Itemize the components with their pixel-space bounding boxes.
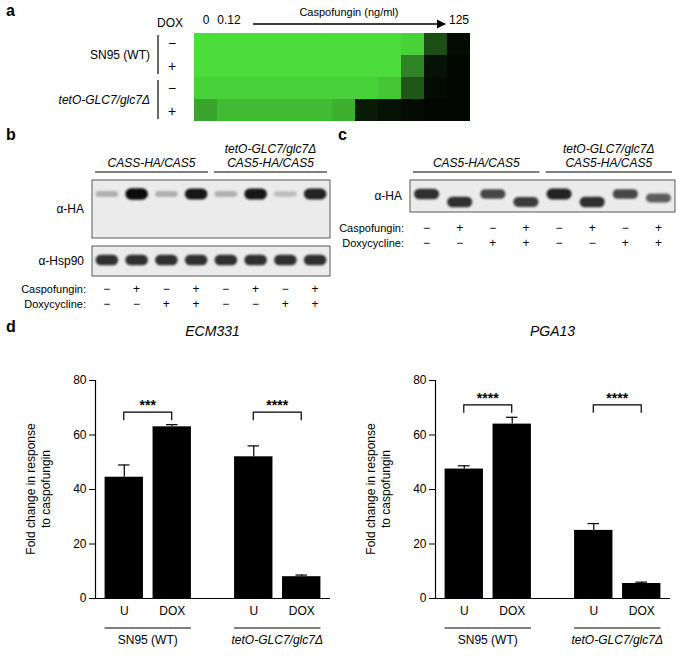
svg-text:to caspofungin: to caspofungin (379, 450, 393, 528)
svg-text:+: + (655, 236, 662, 250)
svg-text:Doxycycline:: Doxycycline: (24, 298, 86, 310)
svg-text:α-HA: α-HA (374, 189, 402, 203)
svg-text:−: − (456, 236, 463, 250)
svg-text:−: − (282, 282, 289, 296)
svg-text:Caspofungin:: Caspofungin: (339, 222, 404, 234)
svg-text:+: + (193, 297, 200, 311)
svg-text:SN95 (WT): SN95 (WT) (90, 48, 150, 62)
svg-text:****: **** (477, 390, 499, 406)
svg-text:U: U (589, 604, 598, 618)
svg-text:−: − (556, 236, 563, 250)
svg-text:20: 20 (73, 537, 87, 551)
svg-text:Caspofungin:: Caspofungin: (21, 283, 86, 295)
svg-text:+: + (133, 282, 140, 296)
svg-text:−: − (556, 221, 563, 235)
svg-text:−: − (622, 221, 629, 235)
svg-text:****: **** (606, 390, 628, 406)
svg-text:+: + (252, 282, 259, 296)
svg-text:Doxycycline:: Doxycycline: (342, 237, 404, 249)
svg-text:−: − (252, 297, 259, 311)
svg-text:40: 40 (413, 482, 427, 496)
svg-text:+: + (312, 282, 319, 296)
svg-text:PGA13: PGA13 (530, 323, 575, 339)
svg-text:tetO-GLC7/glc7Δ: tetO-GLC7/glc7Δ (59, 93, 150, 107)
svg-text:+: + (522, 221, 529, 235)
svg-text:−: − (168, 80, 176, 96)
svg-text:DOX: DOX (499, 604, 525, 618)
svg-text:DOX: DOX (629, 604, 655, 618)
svg-text:−: − (489, 221, 496, 235)
svg-text:20: 20 (413, 537, 427, 551)
svg-text:DOX: DOX (159, 604, 185, 618)
svg-text:α-Hsp90: α-Hsp90 (38, 254, 84, 268)
svg-text:+: + (489, 236, 496, 250)
svg-text:+: + (655, 221, 662, 235)
svg-text:+: + (282, 297, 289, 311)
svg-text:b: b (6, 126, 16, 143)
svg-text:−: − (103, 297, 110, 311)
svg-text:DOX: DOX (157, 16, 183, 30)
svg-text:U: U (120, 604, 129, 618)
svg-text:CAS5-HA/CAS5: CAS5-HA/CAS5 (565, 156, 652, 170)
svg-text:to caspofungin: to caspofungin (39, 450, 53, 528)
svg-text:60: 60 (73, 428, 87, 442)
svg-text:SN95 (WT): SN95 (WT) (118, 633, 178, 647)
svg-text:−: − (589, 236, 596, 250)
svg-text:0: 0 (420, 591, 427, 605)
svg-text:α-HA: α-HA (56, 202, 84, 216)
svg-text:+: + (193, 282, 200, 296)
svg-text:a: a (6, 2, 15, 19)
svg-text:CAS5-HA/CAS5: CAS5-HA/CAS5 (433, 156, 520, 170)
svg-text:80: 80 (73, 373, 87, 387)
svg-text:CASS-HA/CAS5: CASS-HA/CAS5 (107, 156, 195, 170)
svg-text:tetO-GLC7/glc7Δ: tetO-GLC7/glc7Δ (225, 142, 316, 156)
svg-text:tetO-GLC7/glc7Δ: tetO-GLC7/glc7Δ (563, 142, 654, 156)
svg-text:CAS5-HA/CAS5: CAS5-HA/CAS5 (227, 156, 314, 170)
svg-text:Caspofungin (ng/ml): Caspofungin (ng/ml) (299, 6, 398, 18)
svg-text:−: − (103, 282, 110, 296)
svg-text:+: + (589, 221, 596, 235)
svg-text:d: d (6, 318, 16, 335)
svg-text:−: − (168, 35, 176, 51)
svg-text:60: 60 (413, 428, 427, 442)
svg-text:***: *** (140, 397, 157, 413)
svg-text:−: − (163, 282, 170, 296)
svg-text:tetO-GLC7/glc7Δ: tetO-GLC7/glc7Δ (572, 633, 663, 647)
svg-text:0.12: 0.12 (217, 13, 241, 27)
svg-text:−: − (222, 282, 229, 296)
svg-text:80: 80 (413, 373, 427, 387)
svg-text:−: − (133, 297, 140, 311)
svg-text:SN95 (WT): SN95 (WT) (458, 633, 518, 647)
svg-text:40: 40 (73, 482, 87, 496)
svg-text:ECM331: ECM331 (185, 323, 239, 339)
svg-text:+: + (522, 236, 529, 250)
svg-text:−: − (423, 236, 430, 250)
svg-text:Fold change in response: Fold change in response (364, 423, 378, 555)
svg-text:tetO-GLC7/glc7Δ: tetO-GLC7/glc7Δ (232, 633, 323, 647)
svg-text:0: 0 (80, 591, 87, 605)
svg-text:+: + (456, 221, 463, 235)
svg-text:+: + (168, 58, 176, 74)
svg-text:U: U (249, 604, 258, 618)
svg-text:c: c (338, 126, 347, 143)
svg-text:+: + (168, 103, 176, 119)
svg-text:−: − (423, 221, 430, 235)
svg-text:0: 0 (203, 13, 210, 27)
svg-text:+: + (622, 236, 629, 250)
svg-text:****: **** (266, 397, 288, 413)
svg-text:125: 125 (449, 13, 469, 27)
svg-text:DOX: DOX (289, 604, 315, 618)
svg-text:+: + (312, 297, 319, 311)
svg-text:−: − (222, 297, 229, 311)
svg-text:+: + (163, 297, 170, 311)
svg-text:U: U (460, 604, 469, 618)
svg-text:Fold change in response: Fold change in response (24, 423, 38, 555)
